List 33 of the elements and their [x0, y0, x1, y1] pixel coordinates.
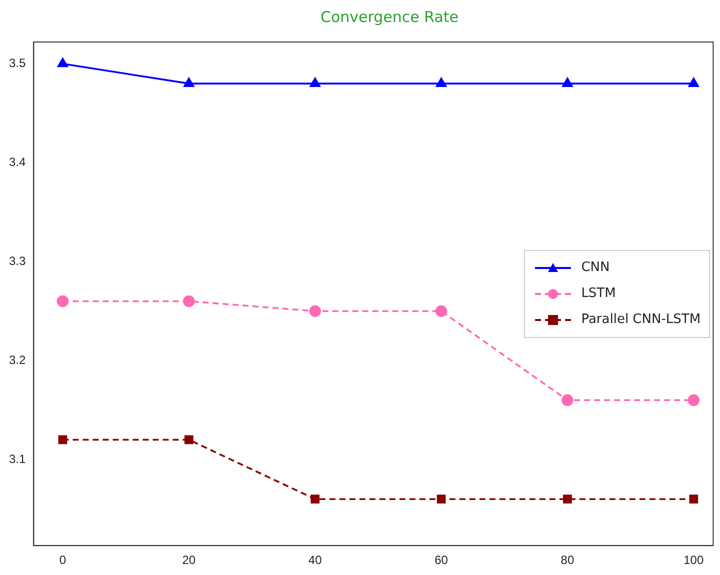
- x-tick-label: 40: [308, 553, 322, 568]
- point: [182, 295, 195, 308]
- point: [58, 435, 68, 444]
- point: [435, 305, 448, 318]
- x-tick-label: 60: [434, 553, 448, 568]
- x-tick-label: 0: [59, 553, 66, 568]
- x-tick-label: 80: [560, 553, 574, 568]
- point: [562, 78, 573, 87]
- point: [56, 295, 69, 308]
- point: [688, 78, 699, 87]
- chart-title: Convergence Rate: [319, 8, 460, 26]
- point: [436, 494, 446, 504]
- point: [310, 494, 320, 504]
- y-tick-label: 3.4: [8, 155, 26, 170]
- point: [310, 78, 320, 87]
- y-tick-label: 3.3: [8, 254, 26, 268]
- y-tick-label: 3.1: [8, 452, 26, 466]
- point: [436, 78, 446, 87]
- y-tick-label: 3.5: [8, 56, 26, 70]
- x-tick-label: 100: [684, 553, 704, 568]
- point: [689, 494, 698, 504]
- point: [562, 394, 574, 406]
- point: [184, 78, 194, 87]
- legend-label: CNN: [581, 260, 610, 276]
- legend-label: LSTM: [581, 286, 616, 302]
- x-tick-label: 20: [182, 553, 196, 568]
- legend-label: Parallel CNN-LSTM: [581, 312, 701, 328]
- point: [184, 435, 194, 444]
- y-tick-label: 3.2: [8, 352, 26, 367]
- point: [57, 58, 68, 68]
- point: [309, 305, 321, 318]
- point: [563, 494, 572, 504]
- point: [688, 394, 700, 406]
